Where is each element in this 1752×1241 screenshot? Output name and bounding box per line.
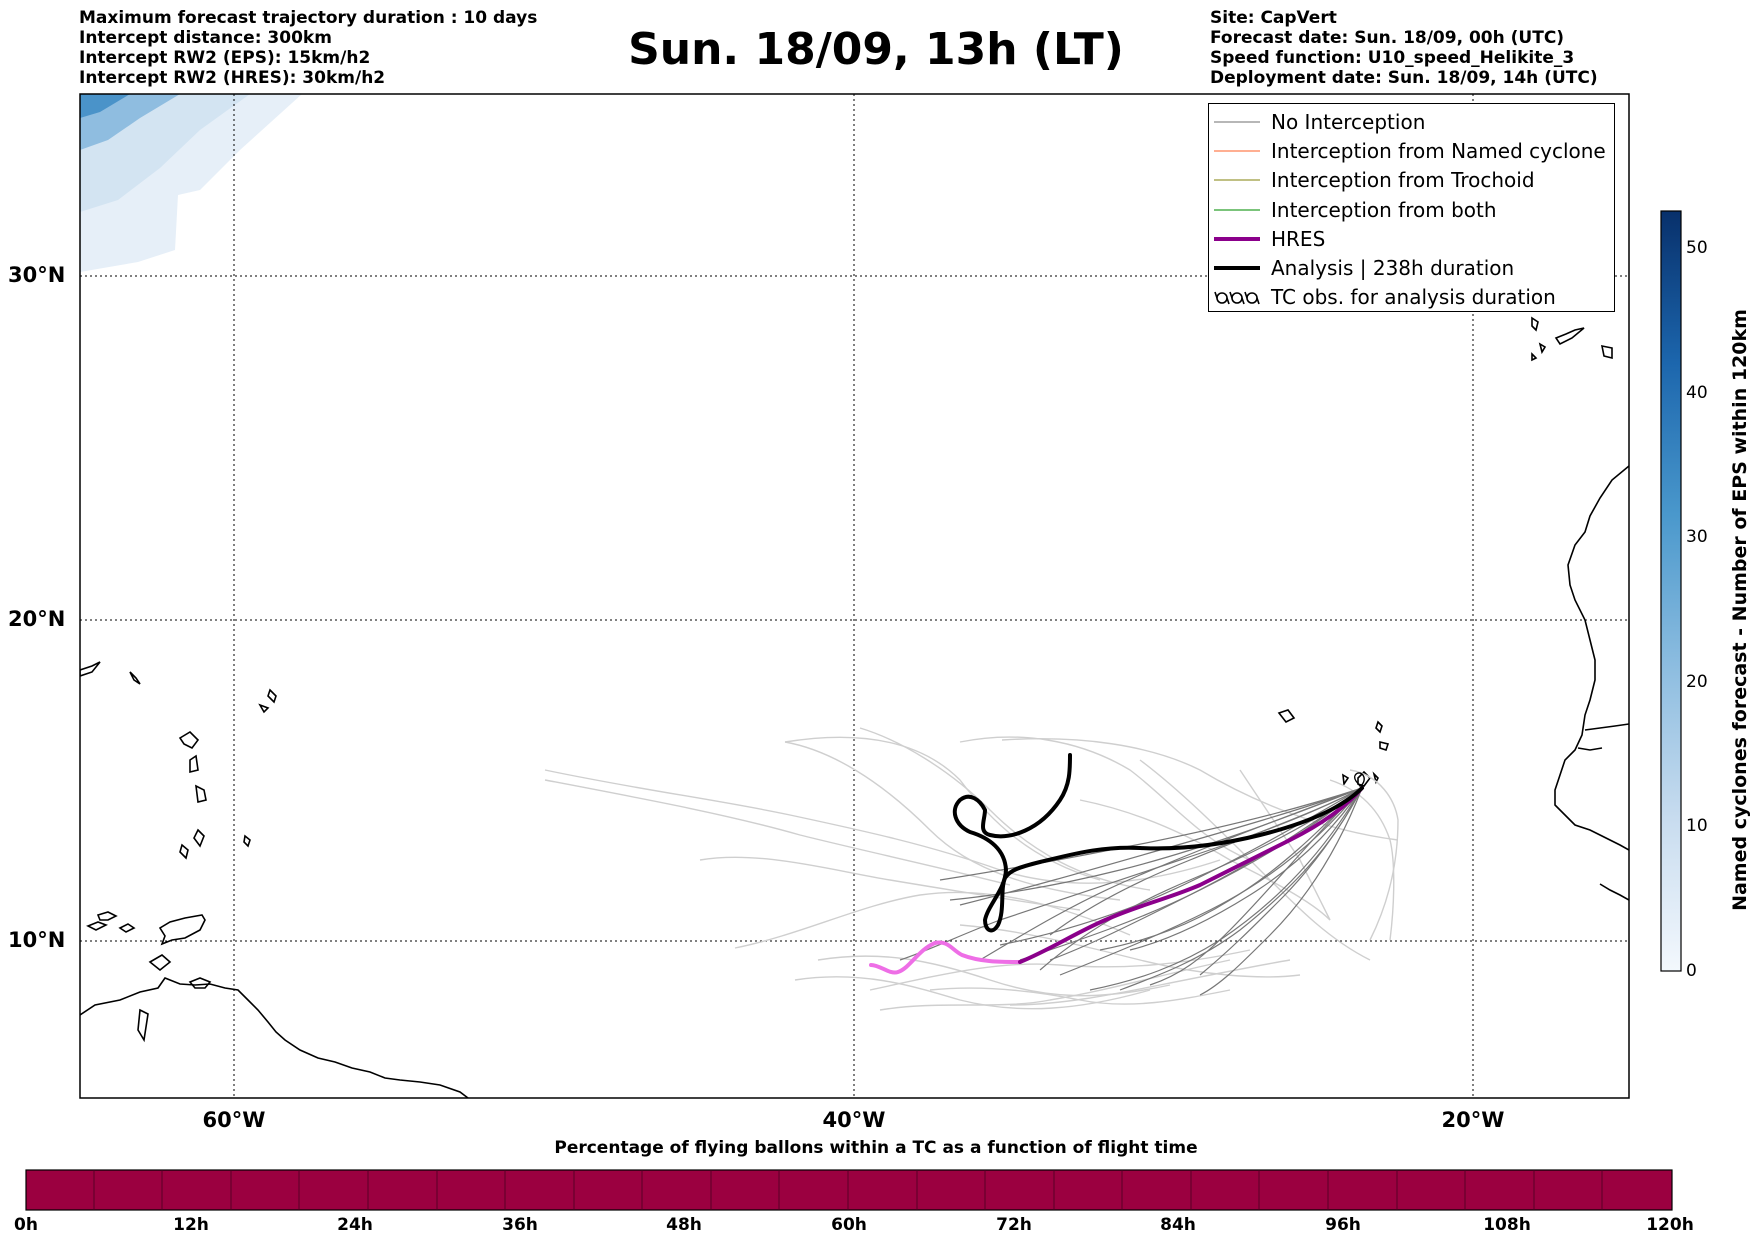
colorbar-label: Named cyclones forecast - Number of EPS … <box>1729 309 1751 911</box>
forecast-parameters: Maximum forecast trajectory duration : 1… <box>79 8 537 88</box>
trajectories-light <box>544 727 1399 1011</box>
legend-label: No Interception <box>1271 110 1426 134</box>
thin-orange-line-icon <box>1214 150 1260 152</box>
param-line: Maximum forecast trajectory duration : 1… <box>79 8 538 28</box>
site-line: Deployment date: Sun. 18/09, 14h (UTC) <box>1210 68 1598 88</box>
thick-purple-line-icon <box>1214 236 1260 241</box>
cyclone-density-shading <box>80 94 302 272</box>
lat-label-30n: 30°N <box>8 263 66 287</box>
flight-time-tick: 108h <box>1483 1215 1531 1235</box>
legend-item-analysis: Analysis | 238h duration <box>1209 254 1614 283</box>
colorbar-tick: 20 <box>1686 672 1708 692</box>
colorbar-tick: 30 <box>1686 527 1708 547</box>
lat-label-10n: 10°N <box>8 928 66 952</box>
legend-label: Interception from Named cyclone <box>1271 139 1606 164</box>
cyclone-symbol-icon <box>1353 772 1365 787</box>
param-line: Intercept distance: 300km <box>79 28 332 48</box>
thin-green-line-icon <box>1214 208 1260 211</box>
cyclone-symbol-icon <box>1214 291 1260 305</box>
flight-time-colorbar <box>25 1169 1673 1211</box>
legend-item-both: Interception from both <box>1209 196 1614 225</box>
flight-time-tick: 120h <box>1646 1215 1694 1235</box>
legend-label: Analysis | 238h duration <box>1271 255 1515 280</box>
flight-time-tick: 48h <box>666 1215 702 1235</box>
lon-label-60w: 60°W <box>202 1108 266 1132</box>
legend-item-tc-obs: TC obs. for analysis duration <box>1209 283 1614 312</box>
thin-gray-line-icon <box>1214 121 1260 123</box>
colorbar-tick: 40 <box>1686 383 1708 403</box>
legend-item-no-interception: No Interception <box>1209 108 1614 137</box>
hres-trajectory <box>869 786 1364 975</box>
cyclone-count-colorbar <box>1660 210 1682 972</box>
thin-olive-line-icon <box>1214 179 1260 182</box>
site-line: Forecast date: Sun. 18/09, 00h (UTC) <box>1210 28 1565 48</box>
legend-label: Interception from Trochoid <box>1271 168 1535 193</box>
flight-time-tick: 72h <box>996 1215 1032 1235</box>
flight-time-tick: 84h <box>1160 1215 1196 1235</box>
colorbar-tick: 0 <box>1686 961 1697 981</box>
trajectories-no-interception <box>899 787 1363 996</box>
coastlines <box>80 316 1629 1098</box>
param-line: Intercept RW2 (EPS): 15km/h2 <box>79 48 371 68</box>
flight-time-tick: 0h <box>14 1215 38 1235</box>
site-info: Site: CapVert Forecast date: Sun. 18/09,… <box>1210 8 1598 88</box>
lat-label-20n: 20°N <box>8 607 66 631</box>
thick-black-line-icon <box>1214 265 1260 270</box>
legend-item-named-cyclone: Interception from Named cyclone <box>1209 137 1614 166</box>
flight-time-tick: 12h <box>173 1215 209 1235</box>
lon-label-40w: 40°W <box>822 1108 886 1132</box>
legend-item-trochoid: Interception from Trochoid <box>1209 166 1614 195</box>
page-title: Sun. 18/09, 13h (LT) <box>628 24 1124 75</box>
legend: No Interception Interception from Named … <box>1208 103 1615 312</box>
site-line: Site: CapVert <box>1210 8 1337 28</box>
flight-time-tick: 36h <box>502 1215 538 1235</box>
param-line: Intercept RW2 (HRES): 30km/h2 <box>79 68 386 88</box>
analysis-trajectory <box>952 753 1364 933</box>
legend-label: HRES <box>1271 226 1326 251</box>
site-line: Speed function: U10_speed_Helikite_3 <box>1210 48 1575 68</box>
legend-label: TC obs. for analysis duration <box>1271 285 1556 310</box>
legend-label: Interception from both <box>1271 197 1497 222</box>
map-frame <box>79 93 1630 1099</box>
flight-time-tick: 96h <box>1325 1215 1361 1235</box>
colorbar-tick: 50 <box>1686 238 1708 258</box>
flight-time-tick: 24h <box>337 1215 373 1235</box>
legend-item-hres: HRES <box>1209 225 1614 254</box>
flight-time-colorbar-title: Percentage of flying ballons within a TC… <box>554 1138 1198 1158</box>
colorbar-tick: 10 <box>1686 816 1708 836</box>
lon-label-20w: 20°W <box>1441 1108 1505 1132</box>
flight-time-tick: 60h <box>831 1215 867 1235</box>
